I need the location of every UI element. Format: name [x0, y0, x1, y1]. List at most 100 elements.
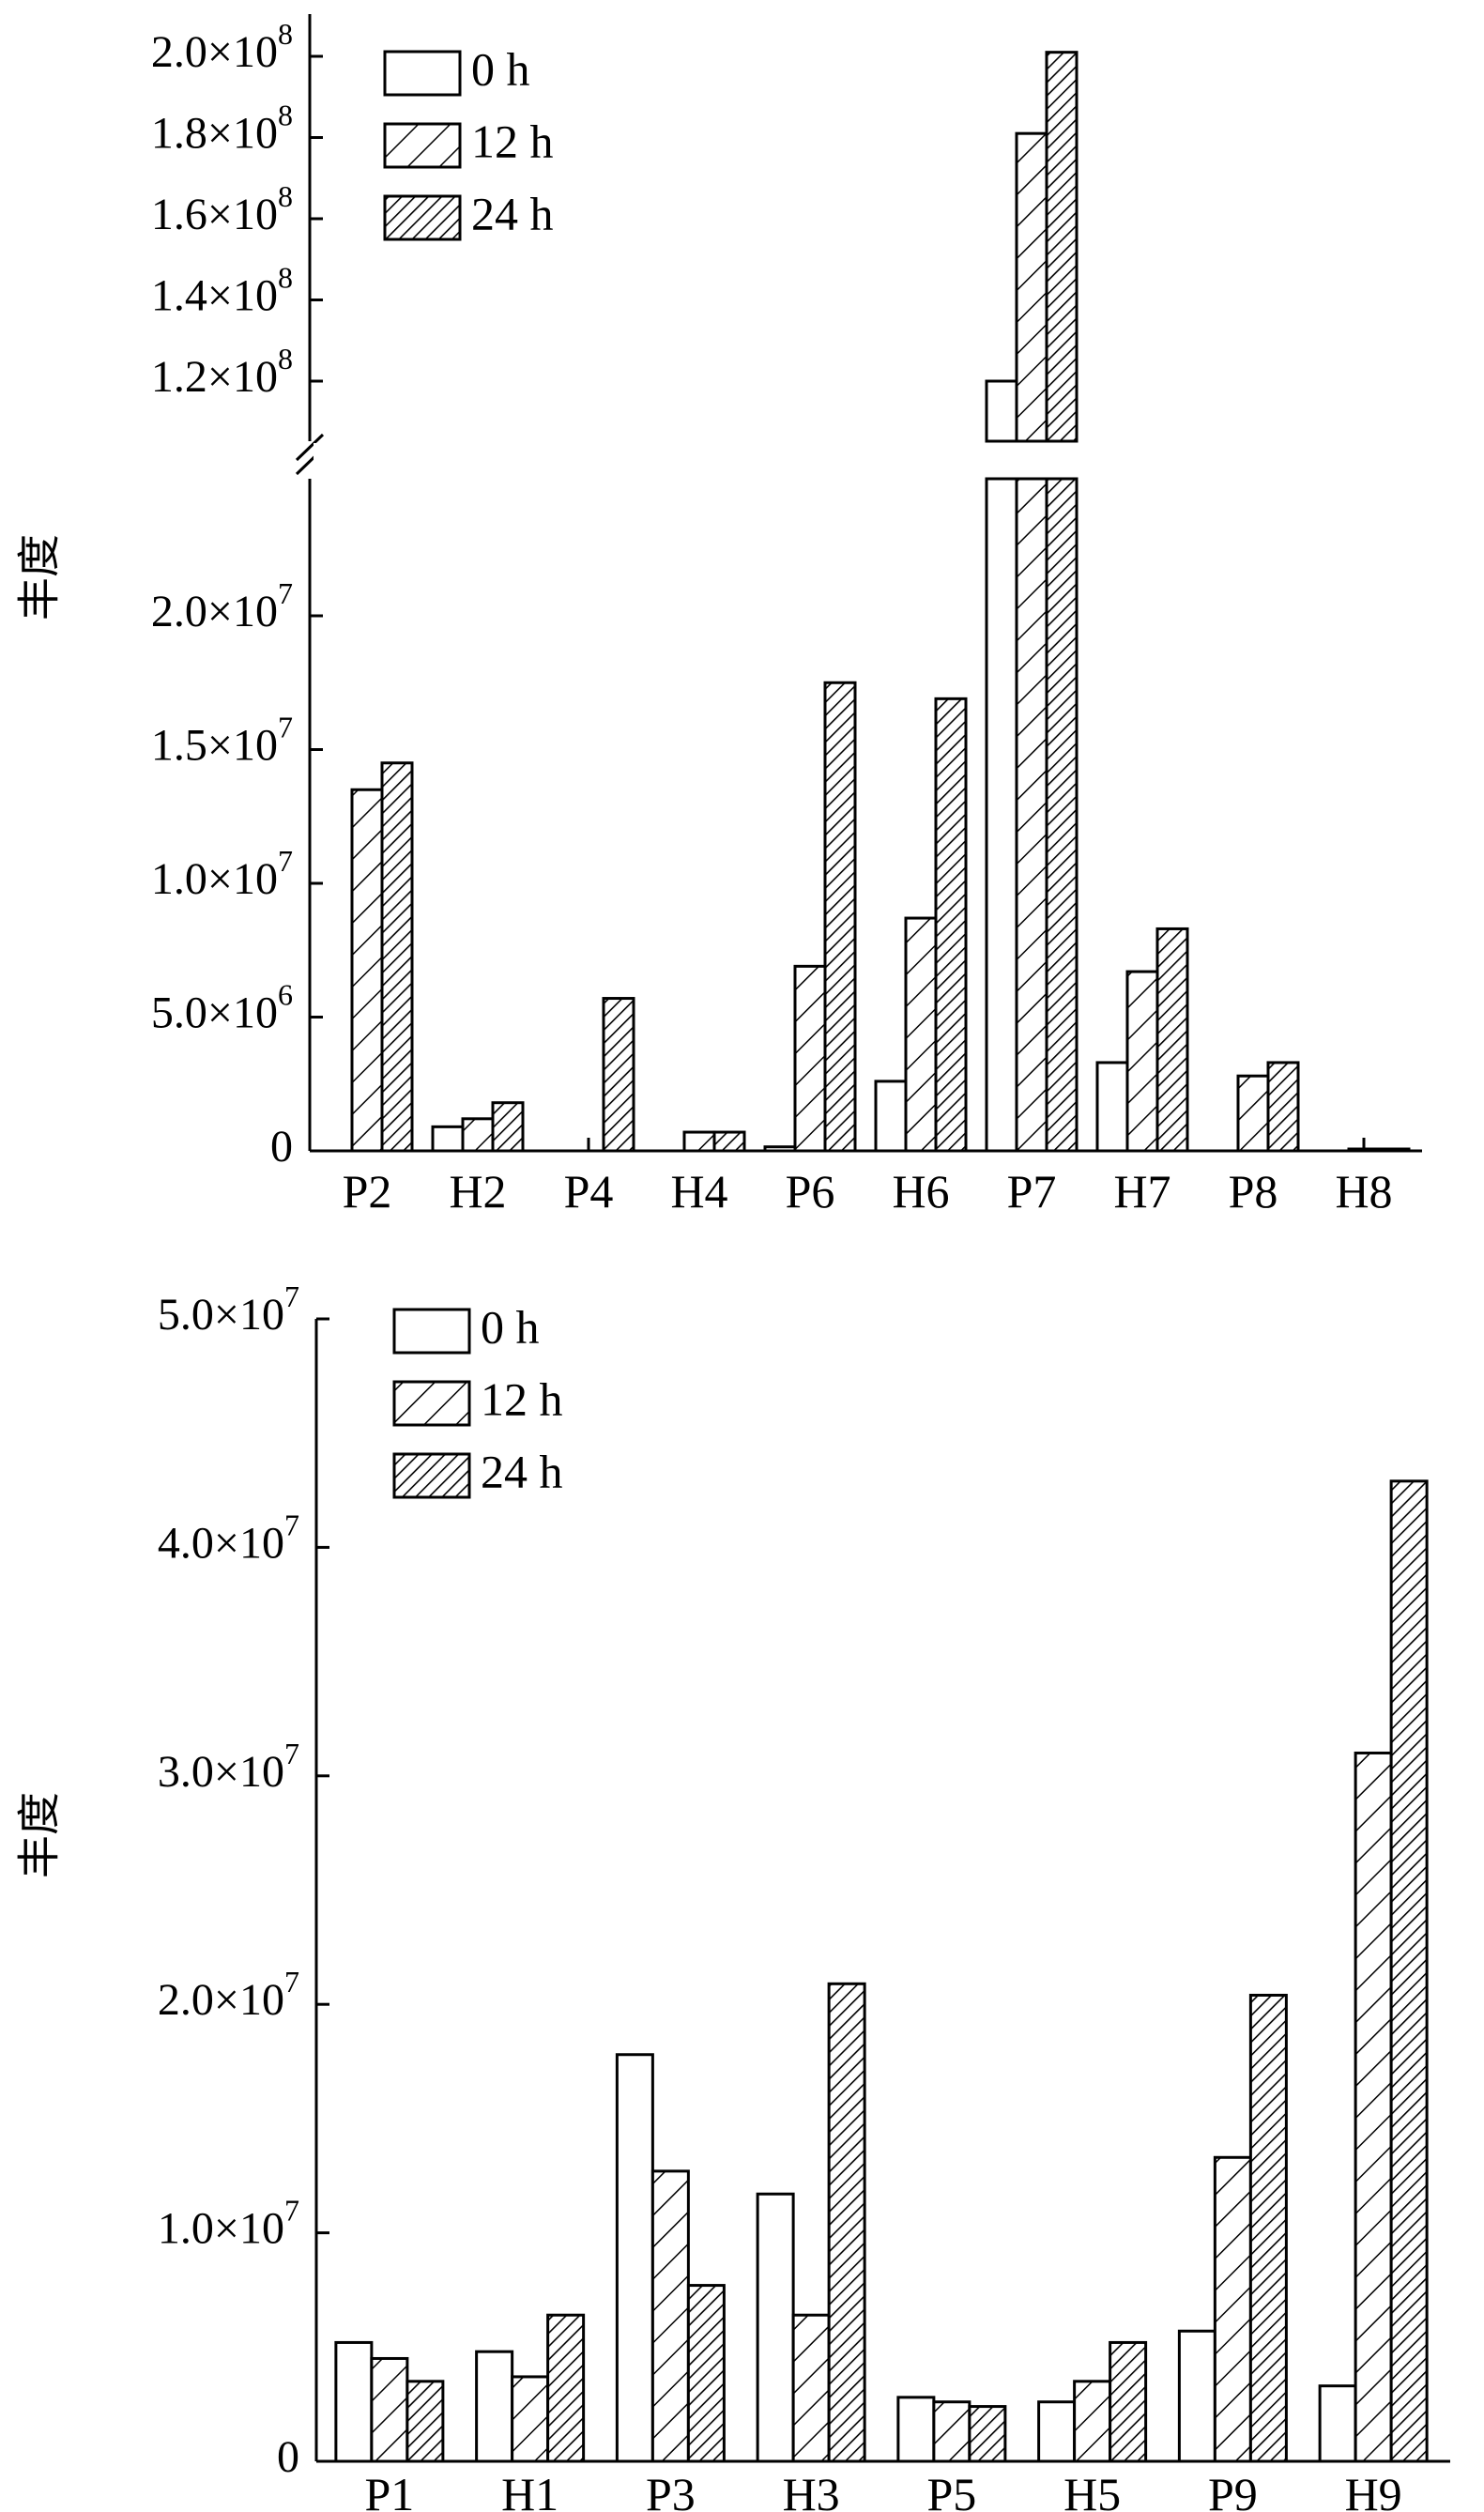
bar	[968, 2405, 1007, 2463]
legend-label: 24 h	[481, 1445, 563, 1497]
bar	[370, 2356, 409, 2463]
bar	[1318, 2384, 1357, 2463]
x-tick-label: P7	[1007, 1165, 1057, 1218]
bar	[602, 997, 635, 1153]
y-tick-label: 1.5×107	[151, 711, 293, 771]
bar	[985, 477, 1018, 1153]
bar	[682, 1130, 716, 1153]
legend-label: 12 h	[471, 115, 554, 167]
bar	[1155, 927, 1189, 1153]
legend-swatch	[392, 1452, 471, 1499]
x-tick-label: P6	[786, 1165, 835, 1218]
bar	[650, 2169, 690, 2463]
axis-break-gap	[314, 443, 1422, 477]
bar	[1045, 51, 1079, 443]
y-tick-label: 2.0×108	[151, 17, 293, 77]
legend-label: 0 h	[471, 42, 530, 95]
y-tick-label: 4.0×107	[158, 1509, 299, 1569]
bar	[475, 2350, 514, 2463]
y-tick-label: 1.2×108	[151, 342, 293, 402]
y-tick-label: 1.4×108	[151, 261, 293, 321]
bar	[1037, 2400, 1077, 2463]
bar	[1125, 970, 1159, 1153]
legend-label: 24 h	[471, 187, 554, 239]
bar	[1177, 2329, 1216, 2463]
y-tick-label: 1.0×107	[158, 2194, 299, 2254]
legend-swatch	[392, 1308, 471, 1355]
y-tick-label: 3.0×107	[158, 1737, 299, 1797]
bar	[934, 697, 968, 1153]
bar	[1248, 1993, 1288, 2463]
bar	[1095, 1061, 1129, 1153]
y-tick-label: 5.0×106	[151, 978, 293, 1038]
bar	[511, 2375, 550, 2463]
x-tick-label: P8	[1229, 1165, 1278, 1218]
x-tick-label: P3	[646, 2468, 696, 2512]
bar	[827, 1982, 866, 2463]
bottom-bar-chart: 0 1.0×107 2.0×107 3.0×107 4.0×107 5.0×107 丰度 P1…	[14, 1279, 1450, 2512]
bar	[1015, 131, 1048, 443]
y-axis-label: 丰度	[14, 1792, 65, 1878]
bar	[1213, 2155, 1252, 2463]
bar	[874, 1080, 908, 1153]
bar	[1266, 1061, 1300, 1153]
x-tick-label: H4	[670, 1165, 727, 1218]
bar	[1073, 2380, 1112, 2463]
bar	[686, 2284, 726, 2463]
bar	[334, 2340, 374, 2463]
bar	[1347, 1147, 1381, 1153]
bar	[1045, 477, 1079, 1153]
x-tick-label: P9	[1208, 2468, 1258, 2512]
bar	[405, 2380, 445, 2463]
legend-label: 12 h	[481, 1372, 563, 1425]
y-tick-label: 1.8×108	[151, 99, 293, 159]
bar	[793, 964, 827, 1153]
y-tick-label: 1.0×107	[151, 844, 293, 904]
bar	[791, 2313, 831, 2463]
bar	[985, 379, 1018, 443]
bar	[896, 2396, 936, 2463]
legend-label: 0 h	[481, 1300, 540, 1353]
y-axis-label: 丰度	[14, 534, 65, 620]
bar	[615, 2053, 654, 2463]
x-tick-label: H8	[1335, 1165, 1392, 1218]
y-tick-label: 0	[277, 2432, 299, 2482]
bar	[1377, 1147, 1411, 1153]
x-tick-label: P4	[564, 1165, 614, 1218]
x-tick-label: H1	[501, 2468, 558, 2512]
bar	[546, 2313, 586, 2463]
bar	[1236, 1074, 1270, 1153]
bar	[712, 1130, 746, 1153]
bar	[380, 761, 414, 1153]
x-tick-label: P2	[343, 1165, 392, 1218]
bar	[756, 2192, 795, 2463]
y-tick-label: 2.0×107	[151, 576, 293, 636]
bar	[350, 788, 384, 1153]
bar	[1389, 1479, 1429, 2463]
legend-swatch	[383, 194, 462, 241]
legend-swatch	[383, 122, 462, 169]
bar	[491, 1101, 525, 1153]
bar	[461, 1117, 495, 1153]
bar	[823, 681, 857, 1153]
x-tick-label: H2	[449, 1165, 506, 1218]
x-tick-label: H5	[1063, 2468, 1121, 2512]
top-bar-chart: 0 5.0×106 1.0×107 1.5×107 2.0×107 1.2×108 1.4×…	[14, 14, 1422, 1218]
legend-swatch	[392, 1380, 471, 1427]
x-tick-label: H9	[1345, 2468, 1402, 2512]
x-tick-label: H6	[892, 1165, 949, 1218]
bar	[932, 2400, 971, 2463]
bar	[763, 1145, 797, 1153]
bar	[1109, 2340, 1148, 2463]
bar	[1015, 477, 1048, 1153]
bar	[431, 1125, 465, 1153]
y-tick-label: 1.6×108	[151, 179, 293, 239]
y-tick-label: 5.0×107	[158, 1279, 299, 1340]
x-tick-label: H7	[1113, 1165, 1170, 1218]
x-tick-label: H3	[783, 2468, 840, 2512]
axis-break-mark	[295, 433, 325, 462]
bar	[904, 916, 938, 1153]
bar	[1354, 1751, 1393, 2463]
legend-swatch	[383, 50, 462, 97]
